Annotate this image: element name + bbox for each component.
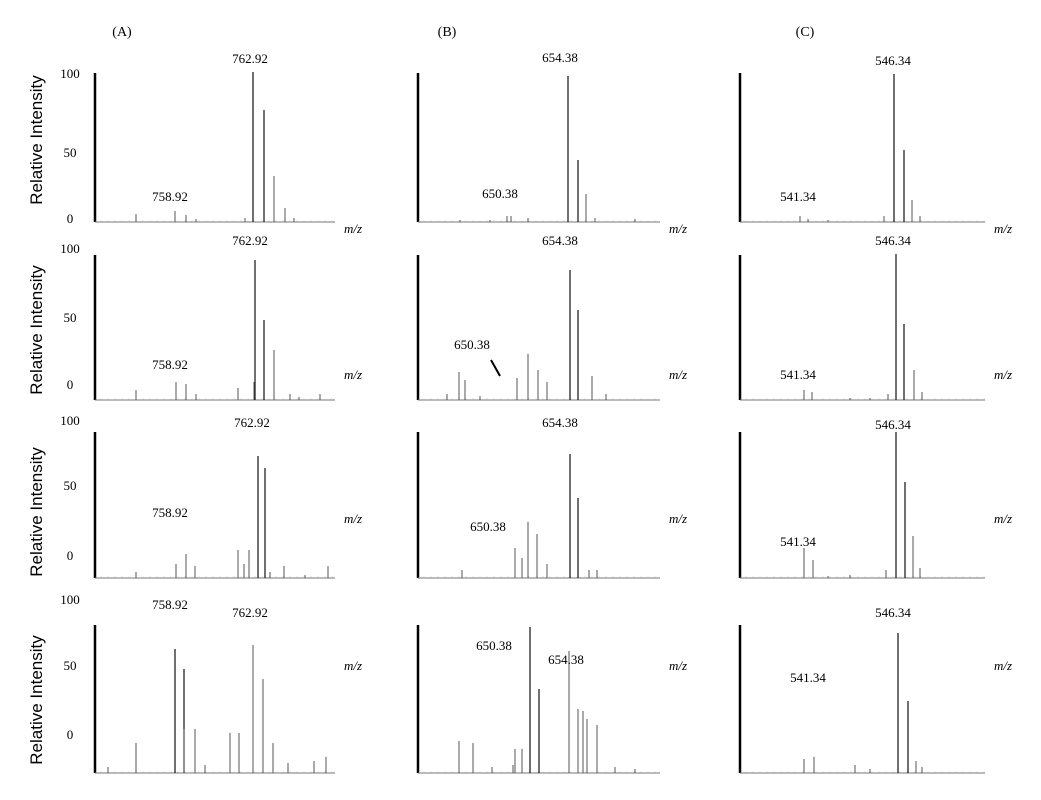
spectrum-panel-a-1: 100 50 0 762.92 758.92 m/z (60, 51, 362, 236)
x-axis-label: m/z (344, 221, 362, 236)
ylabel-layer: Relative Intensity Relative Intensity Rela… (27, 75, 46, 765)
spectrum-panel-c-3: 546.34 541.34 m/z (738, 417, 1012, 579)
minor-peak-label: 650.38 (476, 638, 512, 653)
x-axis-label: m/z (669, 511, 687, 526)
minor-peak-label: 541.34 (780, 189, 816, 204)
spectrum-panel-b-4: 654.38 650.38 m/z (416, 625, 687, 774)
x-axis-label: m/z (344, 511, 362, 526)
spectrum-panel-b-1: 654.38 650.38 m/z (416, 50, 687, 236)
x-axis-label: m/z (344, 658, 362, 673)
callout-line (490, 359, 501, 377)
minor-peak-label: 541.34 (790, 670, 826, 685)
main-peak-label: 762.92 (232, 605, 268, 620)
spectrum-panel-c-2: 546.34 541.34 m/z (738, 233, 1012, 401)
panel-label-layer: (A) (B) (C) (112, 25, 814, 40)
ylabel-row-2: Relative Intensity (27, 265, 46, 395)
minor-peak-label: 650.38 (470, 519, 506, 534)
main-peak-label: 762.92 (232, 51, 268, 66)
ytick-label-100: 100 (60, 66, 80, 81)
spectrum-panel-c-1: 546.34 541.34 m/z (738, 53, 1012, 236)
ytick-label-100: 100 (60, 413, 80, 428)
ylabel-row-1: Relative Intensity (27, 75, 46, 205)
spectrum-panel-a-2: 100 50 0 762.92 758.92 m/z (60, 233, 362, 401)
ytick-label-0: 0 (67, 211, 74, 226)
spectrum-panel-a-4: 100 50 0 762.92 758.92 m/z (60, 592, 362, 774)
ytick-label-50: 50 (64, 145, 77, 160)
ytick-label-50: 50 (64, 310, 77, 325)
main-peak-label: 762.92 (234, 415, 270, 430)
minor-peak-label: 758.92 (152, 505, 188, 520)
x-axis-label: m/z (669, 658, 687, 673)
minor-peak-label: 650.38 (454, 337, 490, 352)
plots-layer: 100 50 0 762.92 758.92 m/z 100 50 0 762.92 758.92 m… (60, 50, 1012, 774)
main-peak-label: 654.38 (548, 652, 584, 667)
ytick-label-100: 100 (60, 592, 80, 607)
panel-label-b: (B) (438, 25, 457, 40)
ylabel-row-3: Relative Intensity (27, 447, 46, 577)
ytick-label-0: 0 (67, 377, 74, 392)
ytick-label-50: 50 (64, 478, 77, 493)
panel-label-c: (C) (796, 25, 815, 40)
minor-peak-label: 758.92 (152, 597, 188, 612)
x-axis-label: m/z (994, 511, 1012, 526)
spectrum-panel-b-2: 654.38 650.38 m/z (416, 233, 687, 401)
spectrum-panel-b-3: 654.38 650.38 m/z (416, 415, 687, 579)
main-peak-label: 654.38 (542, 415, 578, 430)
ytick-label-100: 100 (60, 241, 80, 256)
ytick-label-50: 50 (64, 658, 77, 673)
minor-peak-label: 758.92 (152, 357, 188, 372)
main-peak-label: 546.34 (875, 605, 911, 620)
minor-peak-label: 758.92 (152, 189, 188, 204)
panel-label-a: (A) (112, 25, 132, 40)
minor-peak-label: 650.38 (482, 186, 518, 201)
main-peak-label: 654.38 (542, 50, 578, 65)
main-peak-label: 546.34 (875, 233, 911, 248)
ylabel-row-4: Relative Intensity (27, 635, 46, 765)
minor-peak-label: 541.34 (780, 367, 816, 382)
main-peak-label: 654.38 (542, 233, 578, 248)
x-axis-label: m/z (994, 367, 1012, 382)
minor-peak-label: 541.34 (780, 534, 816, 549)
spectrum-panel-c-4: 546.34 541.34 m/z (738, 605, 1012, 774)
main-peak-label: 762.92 (232, 233, 268, 248)
main-peak-label: 546.34 (875, 53, 911, 68)
x-axis-label: m/z (669, 221, 687, 236)
x-axis-label: m/z (994, 658, 1012, 673)
x-axis-label: m/z (994, 221, 1012, 236)
spectrum-panel-a-3: 100 50 0 762.92 758.92 m/z (60, 413, 362, 579)
ytick-label-0: 0 (67, 727, 74, 742)
x-axis-label: m/z (669, 367, 687, 382)
x-axis-label: m/z (344, 367, 362, 382)
ytick-label-0: 0 (67, 548, 74, 563)
main-peak-label: 546.34 (875, 417, 911, 432)
